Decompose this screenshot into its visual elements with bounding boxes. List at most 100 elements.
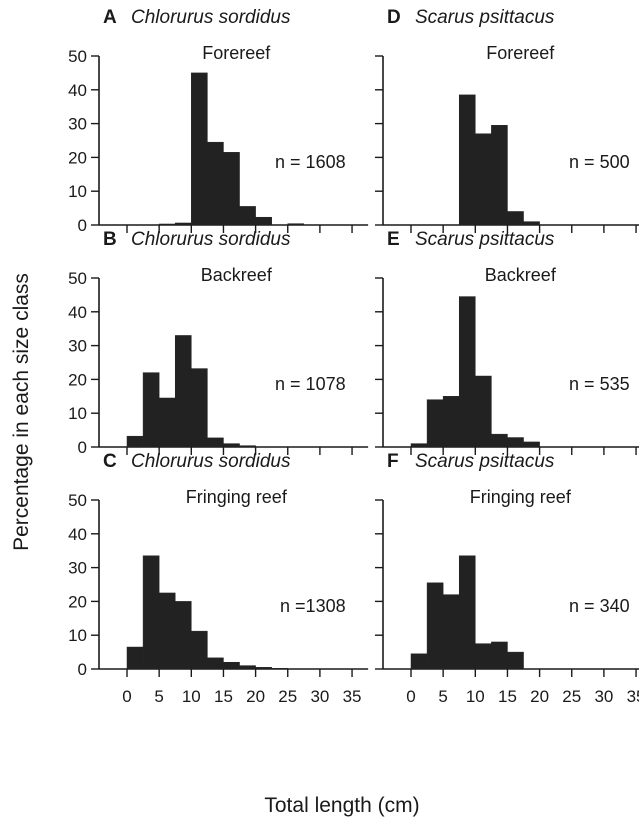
x-tick-label: 0 xyxy=(122,687,131,706)
y-tick-label: 50 xyxy=(68,47,87,66)
histogram-bar xyxy=(191,368,208,448)
x-tick-label: 10 xyxy=(466,687,485,706)
y-tick-label: 0 xyxy=(78,660,87,679)
histogram-bar xyxy=(287,223,305,226)
panel-d: D Scarus psittacus Forereef n = 500 xyxy=(375,7,639,233)
panel-b: 0 10 20 30 40 50 B Chlorurus sordidus Backreef n … xyxy=(68,229,369,457)
histogram-bar xyxy=(458,555,476,670)
sample-size-label: n = 340 xyxy=(569,596,630,616)
histogram-bar xyxy=(523,221,540,226)
habitat-label: Backreef xyxy=(201,265,273,285)
panel-letter: E xyxy=(387,229,400,250)
habitat-label: Fringing reef xyxy=(186,487,288,507)
histogram-bar xyxy=(142,555,160,670)
histogram-bar xyxy=(475,133,492,226)
habitat-label: Fringing reef xyxy=(470,487,572,507)
histogram-bar xyxy=(507,211,524,226)
x-tick-label: 5 xyxy=(154,687,163,706)
panel-c: 0 10 20 30 40 50 0 5 10 15 20 25 30 35 C Chlorurus sord… xyxy=(68,451,369,706)
y-tick-label: 50 xyxy=(68,491,87,510)
y-tick-label: 10 xyxy=(68,626,87,645)
histogram-bar xyxy=(158,397,176,448)
habitat-label: Forereef xyxy=(486,43,555,63)
histogram-bar xyxy=(239,665,256,670)
histogram-bar xyxy=(223,661,240,670)
panel-letter: B xyxy=(103,229,117,250)
y-tick-label: 30 xyxy=(68,115,87,134)
y-tick-label: 20 xyxy=(68,148,87,167)
histogram-bar xyxy=(255,216,272,226)
x-tick-label: 5 xyxy=(438,687,447,706)
y-tick-label: 40 xyxy=(68,525,87,544)
species-name: Scarus psittacus xyxy=(415,7,555,28)
histogram-bar xyxy=(239,206,256,226)
histogram-bar xyxy=(158,592,176,670)
y-tick-label: 50 xyxy=(68,269,87,288)
species-name: Chlorurus sordidus xyxy=(131,229,291,250)
x-tick-label: 20 xyxy=(530,687,549,706)
histogram-bar xyxy=(174,601,192,670)
y-tick-label: 30 xyxy=(68,559,87,578)
x-tick-label: 35 xyxy=(627,687,639,706)
histogram-bar xyxy=(491,125,508,226)
panel-f: 0 5 10 15 20 25 30 35 F Scarus psittacus Fringing … xyxy=(375,451,639,706)
y-tick-label: 40 xyxy=(68,81,87,100)
histogram-bar xyxy=(191,72,208,226)
histogram-bar xyxy=(523,441,540,448)
histogram-bar xyxy=(271,668,288,670)
x-tick-label: 25 xyxy=(562,687,581,706)
sample-size-label: n =1308 xyxy=(280,596,346,616)
histogram-bar xyxy=(126,435,144,448)
histogram-bar xyxy=(223,152,240,226)
histogram-bar xyxy=(507,437,524,448)
histogram-bar xyxy=(126,646,144,670)
x-tick-label: 35 xyxy=(343,687,362,706)
y-tick-label: 20 xyxy=(68,592,87,611)
histogram-bar xyxy=(442,594,460,670)
x-tick-label: 30 xyxy=(594,687,613,706)
histogram-bar xyxy=(507,651,524,670)
species-name: Scarus psittacus xyxy=(415,451,555,472)
histogram-bar xyxy=(458,94,476,226)
histogram-bar xyxy=(142,372,160,448)
panel-a: 0 10 20 30 40 50 A Chlorurus sordidus Forereef n … xyxy=(68,7,369,235)
panel-letter: D xyxy=(387,7,401,28)
y-tick-label: 30 xyxy=(68,337,87,356)
x-tick-label: 15 xyxy=(498,687,517,706)
y-tick-label: 20 xyxy=(68,370,87,389)
habitat-label: Backreef xyxy=(485,265,557,285)
histogram-bar xyxy=(491,641,508,670)
histogram-bar xyxy=(255,667,272,670)
histogram-bar xyxy=(174,222,192,226)
species-name: Chlorurus sordidus xyxy=(131,7,291,28)
histogram-bar xyxy=(491,433,508,448)
histogram-bar xyxy=(207,437,224,448)
histogram-bar xyxy=(475,375,492,448)
x-tick-label: 0 xyxy=(406,687,415,706)
histogram-bar xyxy=(475,643,492,670)
x-tick-label: 20 xyxy=(246,687,265,706)
histogram-bar xyxy=(174,335,192,448)
histogram-bar xyxy=(458,296,476,448)
x-tick-label: 10 xyxy=(182,687,201,706)
x-tick-label: 25 xyxy=(278,687,297,706)
histogram-bar xyxy=(158,223,176,226)
y-tick-label: 0 xyxy=(78,438,87,457)
histogram-bar xyxy=(207,657,224,670)
histogram-bar xyxy=(223,443,240,448)
x-tick-label: 30 xyxy=(310,687,329,706)
sample-size-label: n = 1078 xyxy=(275,374,346,394)
histogram-bar xyxy=(239,445,256,448)
histogram-bar xyxy=(442,396,460,448)
histogram-bar xyxy=(207,141,224,226)
histogram-bar xyxy=(426,582,444,670)
species-name: Chlorurus sordidus xyxy=(131,451,291,472)
histogram-bar xyxy=(410,443,428,448)
y-tick-label: 40 xyxy=(68,303,87,322)
x-tick-label: 15 xyxy=(214,687,233,706)
sample-size-label: n = 1608 xyxy=(275,152,346,172)
x-axis-title: Total length (cm) xyxy=(264,794,419,817)
y-axis-title: Percentage in each size class xyxy=(10,273,33,551)
